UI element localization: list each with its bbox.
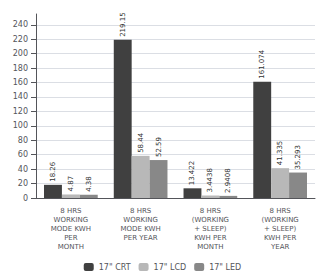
svg-text:18.26: 18.26 xyxy=(49,161,57,182)
svg-text:MONTH: MONTH xyxy=(197,243,223,251)
svg-text:(WORKING: (WORKING xyxy=(192,216,229,224)
svg-text:20: 20 xyxy=(18,179,28,188)
svg-text:KWH PER: KWH PER xyxy=(264,234,296,242)
svg-text:160: 160 xyxy=(13,78,28,87)
svg-text:8 HRS: 8 HRS xyxy=(60,207,82,215)
svg-text:8 HRS: 8 HRS xyxy=(200,207,222,215)
svg-text:YEAR: YEAR xyxy=(270,243,289,251)
svg-text:MONTH: MONTH xyxy=(58,243,84,251)
svg-text:MODE KWH: MODE KWH xyxy=(51,225,91,233)
svg-text:180: 180 xyxy=(13,64,28,73)
svg-text:WORKING: WORKING xyxy=(123,216,158,224)
svg-text:219.15: 219.15 xyxy=(119,12,127,37)
svg-text:200: 200 xyxy=(13,49,28,58)
svg-text:(WORKING: (WORKING xyxy=(261,216,298,224)
svg-text:8 HRS: 8 HRS xyxy=(270,207,292,215)
svg-text:8 HRS: 8 HRS xyxy=(130,207,152,215)
svg-text:PER YEAR: PER YEAR xyxy=(124,234,158,242)
svg-text:13.422: 13.422 xyxy=(188,161,196,186)
svg-text:3.4438: 3.4438 xyxy=(206,168,214,193)
svg-text:220: 220 xyxy=(13,35,28,44)
svg-text:4.87: 4.87 xyxy=(67,176,75,192)
svg-text:41.335: 41.335 xyxy=(276,141,284,166)
svg-text:+ SLEEP): + SLEEP) xyxy=(264,225,297,233)
svg-text:17" LCD: 17" LCD xyxy=(154,263,187,272)
svg-text:58.44: 58.44 xyxy=(137,132,145,153)
svg-text:MODE KWH: MODE KWH xyxy=(121,225,161,233)
svg-text:17" CRT: 17" CRT xyxy=(99,263,131,272)
svg-text:60: 60 xyxy=(18,150,28,159)
svg-text:120: 120 xyxy=(13,107,28,116)
svg-text:161.074: 161.074 xyxy=(258,49,266,78)
svg-text:WORKING: WORKING xyxy=(54,216,89,224)
svg-text:80: 80 xyxy=(18,136,28,145)
svg-text:PER: PER xyxy=(64,234,78,242)
svg-text:4.38: 4.38 xyxy=(85,176,93,192)
svg-text:KWH PER: KWH PER xyxy=(194,234,226,242)
svg-text:35.293: 35.293 xyxy=(294,145,302,170)
svg-text:17" LED: 17" LED xyxy=(209,263,241,272)
svg-text:140: 140 xyxy=(13,92,28,101)
svg-text:240: 240 xyxy=(13,20,28,29)
svg-text:100: 100 xyxy=(13,121,28,130)
svg-text:40: 40 xyxy=(18,165,28,174)
svg-text:0: 0 xyxy=(23,194,28,203)
svg-text:2.9408: 2.9408 xyxy=(224,168,232,193)
svg-text:+ SLEEP): + SLEEP) xyxy=(194,225,227,233)
svg-text:52.59: 52.59 xyxy=(155,137,163,157)
